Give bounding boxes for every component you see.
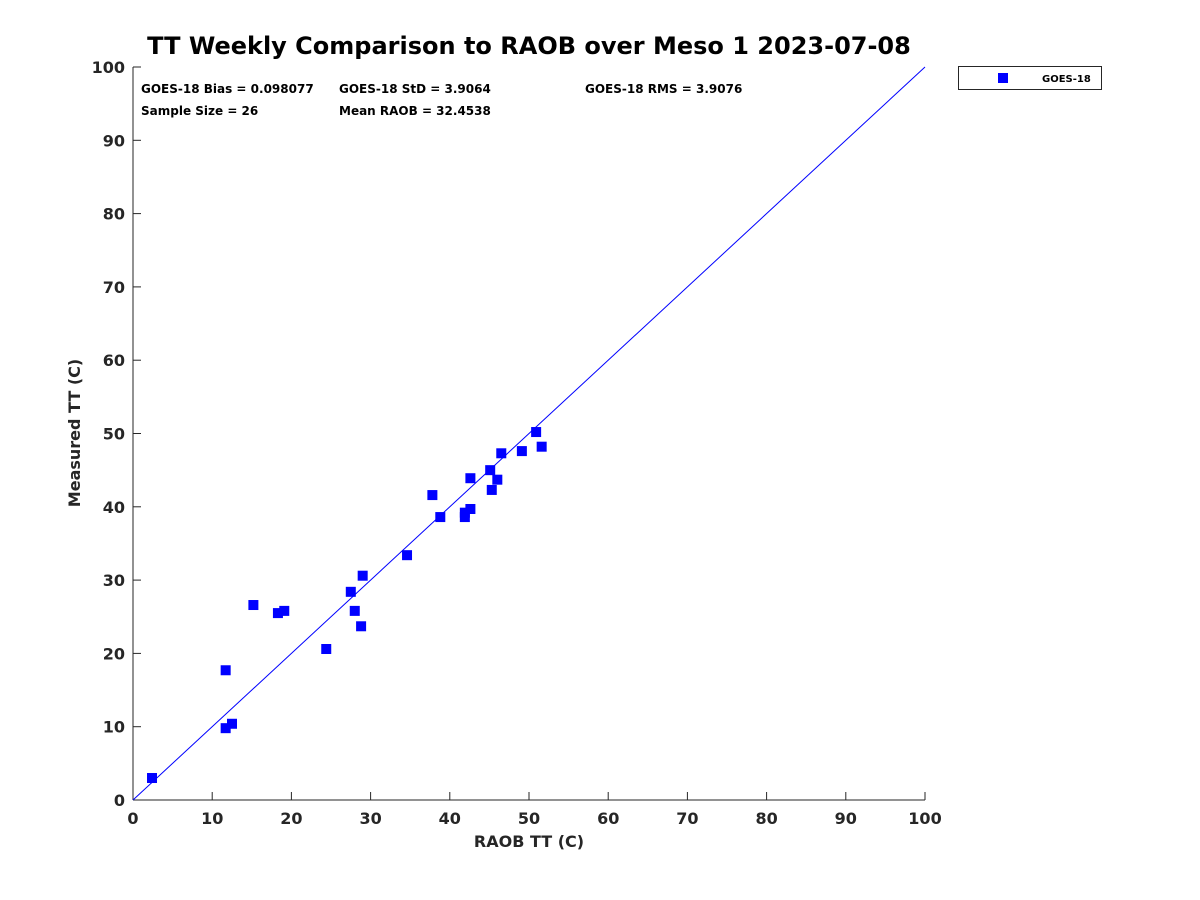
data-point: [492, 474, 503, 485]
data-point: [227, 718, 237, 729]
y-tick-label: 50: [103, 425, 125, 444]
legend-marker: [998, 73, 1008, 83]
data-point: [349, 605, 360, 616]
data-point: [356, 621, 367, 632]
x-tick-label: 0: [127, 809, 138, 828]
data-point: [485, 465, 496, 476]
y-tick-label: 70: [103, 278, 125, 297]
y-tick-label: 80: [103, 205, 125, 224]
data-point: [402, 550, 413, 561]
data-point: [465, 503, 476, 514]
data-point: [220, 723, 231, 734]
x-tick-label: 100: [908, 809, 941, 828]
data-point: [147, 773, 158, 784]
x-tick-label: 30: [359, 809, 381, 828]
y-tick-label: 30: [103, 571, 125, 590]
std-annotation: GOES-18 StD = 3.9064: [339, 82, 491, 96]
data-point: [220, 665, 231, 676]
legend-label: GOES-18: [1042, 74, 1091, 85]
x-tick-label: 70: [676, 809, 698, 828]
data-point: [536, 441, 547, 452]
data-point: [516, 446, 527, 457]
mean-raob-annotation: Mean RAOB = 32.4538: [339, 104, 491, 118]
x-tick-label: 80: [755, 809, 777, 828]
data-point: [531, 427, 542, 438]
data-point: [279, 605, 290, 616]
y-axis-label: Measured TT (C): [65, 359, 84, 507]
y-tick-label: 40: [103, 498, 125, 517]
y-tick-label: 0: [114, 791, 125, 810]
y-tick-label: 100: [92, 58, 125, 77]
data-point: [496, 448, 507, 459]
data-point: [345, 586, 356, 597]
data-point: [465, 473, 476, 484]
rms-annotation: GOES-18 RMS = 3.9076: [585, 82, 742, 96]
y-tick-label: 10: [103, 718, 125, 737]
data-point: [486, 484, 497, 495]
x-tick-label: 40: [439, 809, 461, 828]
data-point: [427, 490, 438, 501]
data-point: [248, 600, 259, 611]
chart-title: TT Weekly Comparison to RAOB over Meso 1…: [147, 32, 911, 60]
x-tick-label: 20: [280, 809, 302, 828]
data-point: [459, 507, 470, 518]
bias-annotation: GOES-18 Bias = 0.098077: [141, 82, 314, 96]
y-tick-label: 60: [103, 351, 125, 370]
sample-size-annotation: Sample Size = 26: [141, 104, 258, 118]
data-point: [435, 512, 446, 523]
one-to-one-line: [132, 66, 926, 801]
data-point: [357, 570, 368, 581]
x-tick-label: 50: [518, 809, 540, 828]
x-tick-label: 60: [597, 809, 619, 828]
legend: GOES-18: [958, 66, 1102, 90]
data-point: [321, 644, 332, 655]
x-tick-label: 10: [201, 809, 223, 828]
x-tick-label: 90: [835, 809, 857, 828]
x-axis-label: RAOB TT (C): [474, 832, 584, 851]
y-tick-label: 90: [103, 131, 125, 150]
y-tick-label: 20: [103, 644, 125, 663]
data-point: [272, 608, 283, 619]
legend-box: [958, 66, 1102, 90]
